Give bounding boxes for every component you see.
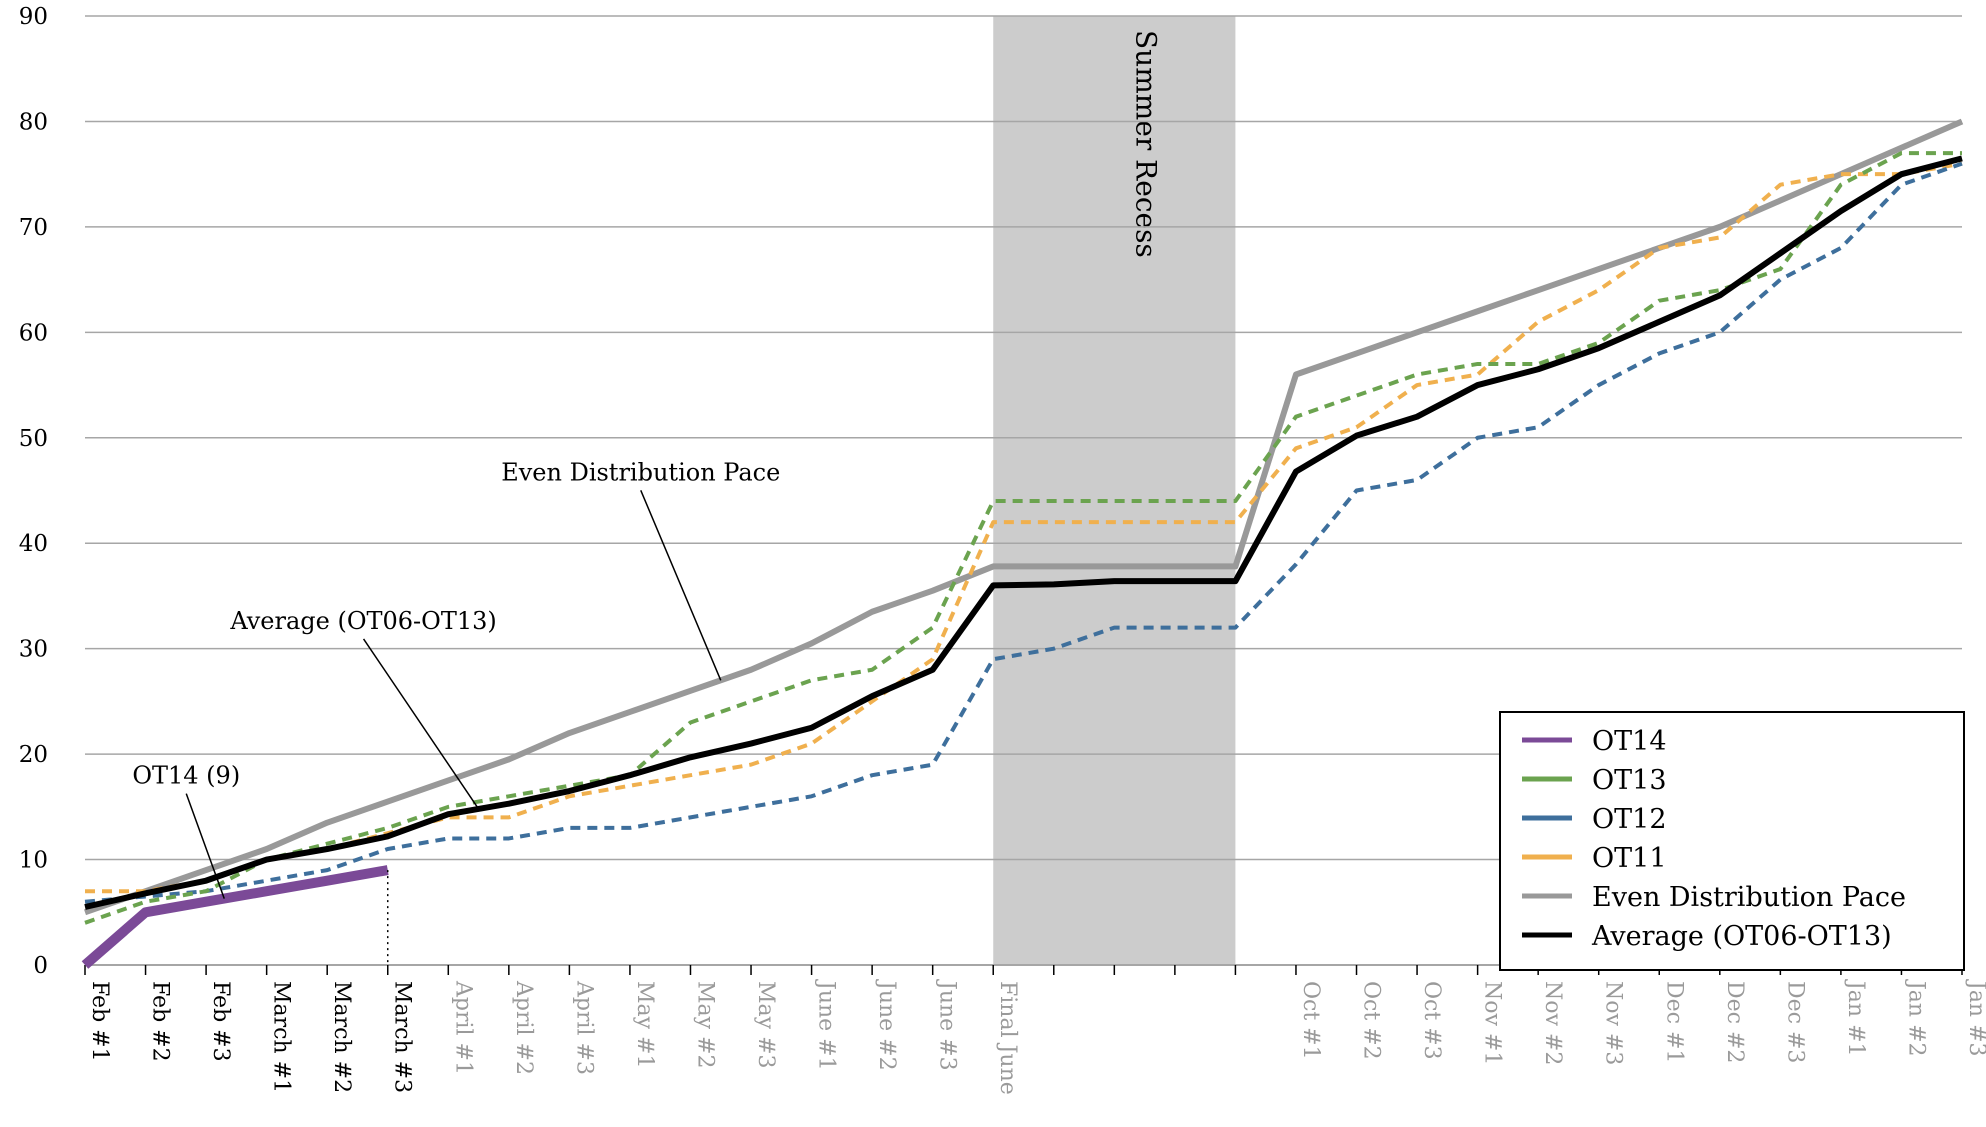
x-tick-label: Feb #2 [148,981,173,1062]
x-tick-label: June #1 [814,979,839,1071]
x-tick-label: Oct #1 [1298,981,1323,1060]
x-tick-label: April #2 [511,980,536,1075]
annotation-leader-average [362,638,480,810]
annotation-leader-ot14 [185,793,225,899]
x-tick-label: April #3 [571,980,596,1075]
annotation-leader-even-pace [640,490,722,681]
x-tick-label: March #1 [269,981,294,1093]
x-tick-label: April #1 [450,980,475,1075]
y-tick-label: 20 [19,742,48,768]
x-tick-label: Jan #3 [1964,979,1986,1057]
x-tick-label: Final June [995,981,1020,1095]
series-line-ot13 [84,151,1962,925]
legend-box [1499,711,1965,971]
annotation-ot14: OT14 (9) [132,762,240,790]
legend-label: Even Distribution Pace [1592,882,1906,913]
y-tick-label: 40 [19,531,48,557]
x-tick-label: Dec #3 [1782,981,1807,1063]
series-line-average-ot06-ot13 [84,155,1963,910]
legend-label: OT11 [1592,843,1667,874]
legend-item-ot11: OT11 [1522,843,1667,874]
y-tick-label: 90 [19,4,48,30]
legend-item-ot12: OT12 [1522,804,1667,835]
legend: OT14 OT13 OT12 OT11 Even Distribution Pa… [1499,711,1965,971]
series-line-ot14 [81,865,389,969]
annotation-even-pace: Even Distribution Pace [501,458,780,486]
x-tick-label: May #1 [632,981,657,1069]
x-tick-label: Oct #3 [1419,981,1444,1060]
legend-item-average: Average (OT06-OT13) [1522,921,1892,952]
y-tick-label: 10 [19,848,48,874]
x-tick-label: Feb #3 [208,981,233,1062]
x-axis: Feb #1 Feb #2 Feb #3 March #1 March #2 March … [84,965,1986,1095]
y-axis: 0 10 20 30 40 50 60 70 80 90 [19,4,48,979]
legend-item-ot14: OT14 [1522,726,1667,757]
series-line-ot12 [84,161,1963,904]
x-tick-label: June #2 [874,979,899,1071]
x-tick-label: Oct #2 [1359,981,1384,1060]
series-line-even-distribution-pace [84,118,1964,916]
y-tick-label: 60 [19,320,48,346]
legend-label: OT14 [1592,726,1667,757]
grid-lines [85,15,1962,966]
legend-item-even-distribution-pace: Even Distribution Pace [1522,882,1906,913]
x-tick-label: Dec #1 [1661,981,1686,1063]
recess-band-label: Summer Recess [1129,30,1162,258]
y-tick-label: 30 [19,637,48,663]
x-tick-label: Jan #2 [1903,979,1928,1057]
x-tick-label: June #3 [935,979,960,1071]
x-tick-label: March #3 [390,981,415,1093]
x-tick-label: Jan #1 [1843,979,1868,1057]
legend-label: Average (OT06-OT13) [1591,921,1892,952]
series-lines [81,118,1964,969]
annotation-average: Average (OT06-OT13) [229,607,496,635]
x-tick-label: Dec #2 [1722,981,1747,1063]
y-tick-label: 0 [33,953,48,979]
annotations: Even Distribution Pace Average (OT06-OT1… [132,458,780,899]
legend-label: OT13 [1592,765,1667,796]
x-tick-label: Feb #1 [87,981,112,1062]
x-tick-label: Nov #2 [1540,981,1565,1065]
x-tick-label: Nov #1 [1480,981,1505,1065]
legend-item-ot13: OT13 [1522,765,1667,796]
x-tick-label: Nov #3 [1601,981,1626,1065]
x-tick-label: March #2 [329,981,354,1093]
recess-band [993,16,1236,965]
series-line-ot11 [85,161,1963,894]
x-tick-label: May #2 [692,981,717,1069]
y-tick-label: 50 [19,426,48,452]
y-tick-label: 70 [19,215,48,241]
y-tick-label: 80 [19,109,48,135]
legend-label: OT12 [1592,804,1667,835]
x-tick-label: May #3 [753,981,778,1069]
